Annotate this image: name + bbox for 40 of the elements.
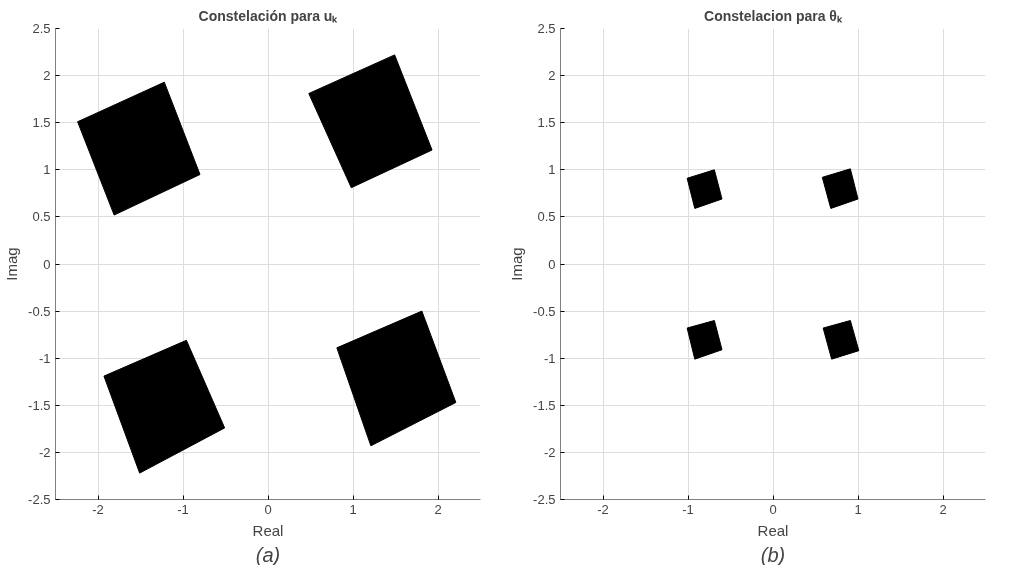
x-tick-label: 2 [434, 501, 442, 517]
text: (b) [760, 543, 786, 566]
x-axis-title: Real [757, 521, 789, 539]
y-tick-label: -1.5 [28, 397, 51, 413]
y-tick-label: -1 [543, 350, 556, 366]
text: (a) [255, 543, 281, 566]
x-tick-label: -2 [92, 501, 104, 517]
x-tick-label: -2 [597, 501, 609, 517]
x-tick-label: -1 [177, 501, 189, 517]
x-axis-title: Real [252, 521, 284, 539]
y-tick-label: 1 [43, 162, 51, 178]
x-tick-label: -1 [682, 501, 694, 517]
y-tick-label: 2.5 [537, 21, 556, 36]
x-tick-label: 1 [854, 501, 862, 517]
chart-title: Constelacion para θₖ [704, 7, 843, 24]
y-tick-label: -2.5 [533, 492, 556, 507]
y-tick-label: 2.5 [32, 21, 51, 36]
y-axis-title: Imag [3, 247, 21, 281]
y-tick-label: -0.5 [28, 303, 51, 319]
y-tick-label: -1 [38, 350, 51, 366]
x-tick-label: 2 [939, 501, 947, 517]
x-tick-label: 0 [264, 501, 272, 517]
y-tick-label: 1.5 [32, 115, 51, 131]
x-tick-label: 1 [349, 501, 357, 517]
y-tick-label: 0 [43, 256, 51, 272]
chart-title: Constelación para uₖ [198, 7, 339, 24]
y-tick-label: 0.5 [32, 209, 51, 225]
y-tick-label: 2 [43, 68, 51, 84]
y-tick-label: -2.5 [28, 492, 51, 507]
y-tick-label: 0.5 [537, 209, 556, 225]
y-tick-label: -2 [543, 444, 556, 460]
y-tick-label: 2 [548, 68, 556, 84]
y-tick-label: 1.5 [537, 115, 556, 131]
y-tick-label: 1 [548, 162, 556, 178]
y-tick-label: -1.5 [533, 397, 556, 413]
y-axis-title: Imag [508, 247, 526, 281]
y-tick-label: 0 [548, 256, 556, 272]
y-tick-label: -0.5 [533, 303, 556, 319]
x-tick-label: 0 [769, 501, 777, 517]
y-tick-label: -2 [38, 444, 51, 460]
